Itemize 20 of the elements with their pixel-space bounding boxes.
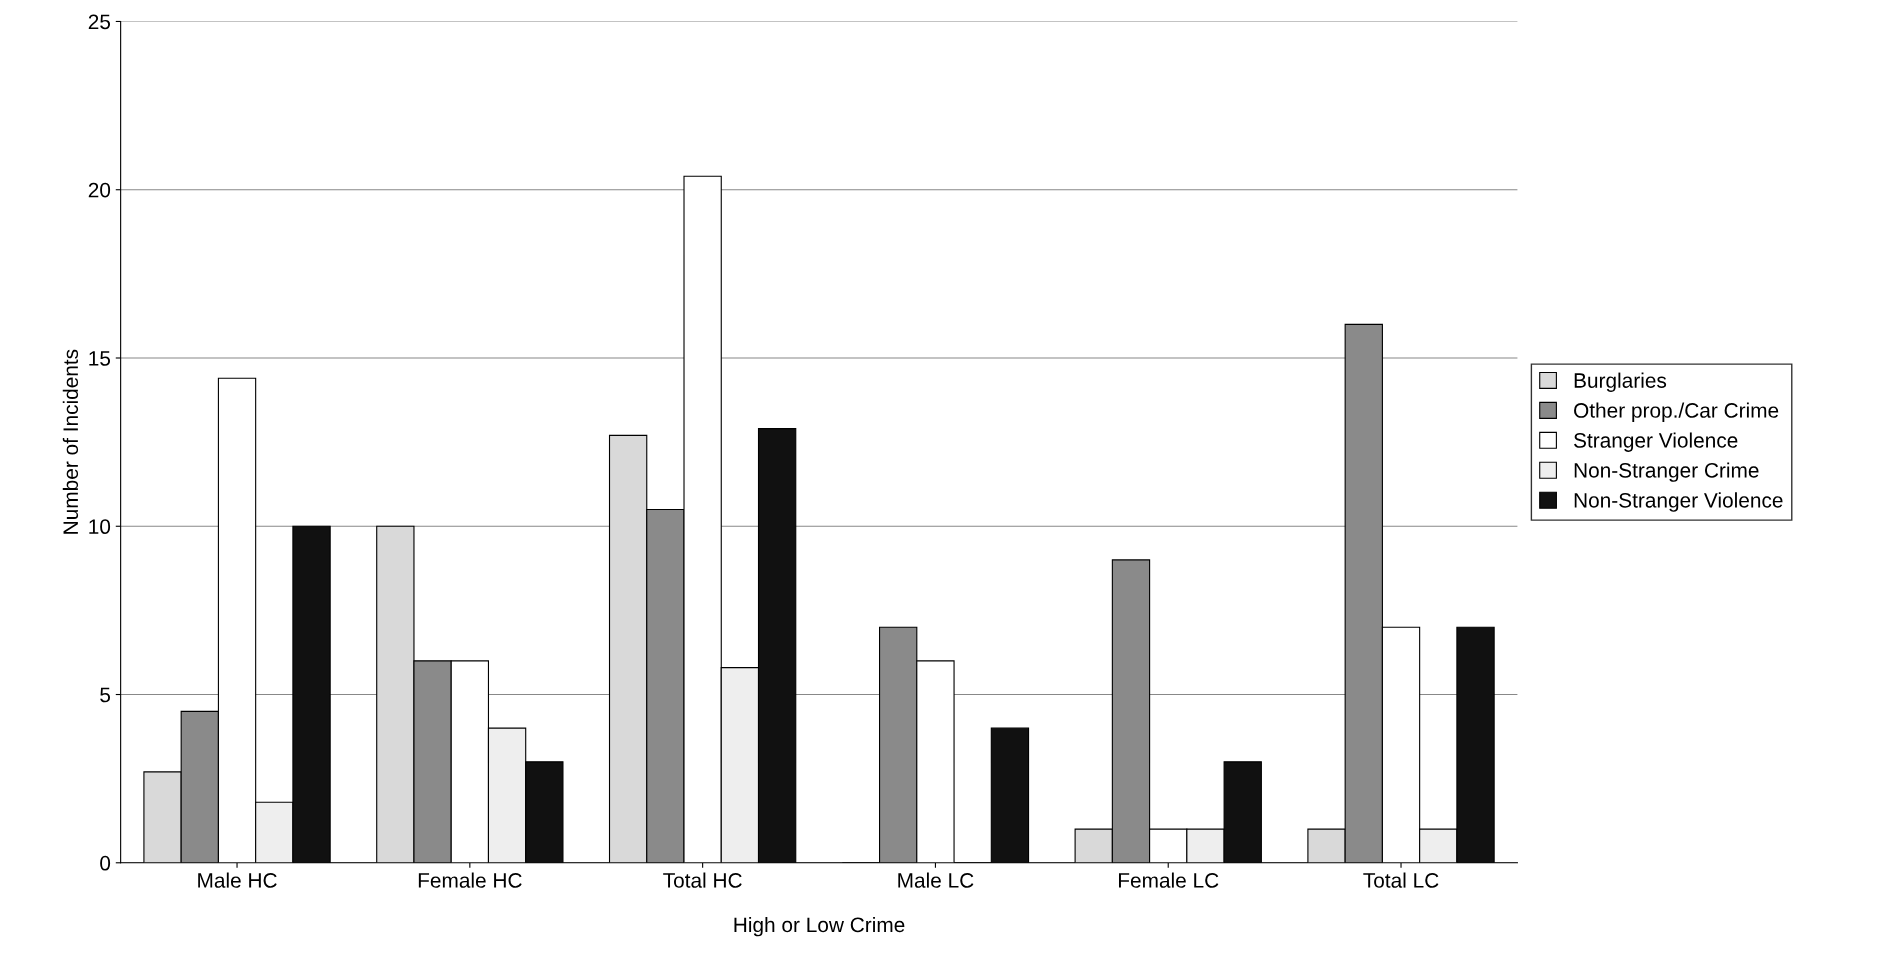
legend-label: Stranger Violence (1574, 432, 1738, 452)
x-tick-label: Male HC (198, 872, 277, 888)
y-tick-label: 15 (89, 351, 111, 366)
legend-label: Non-Stranger Crime (1574, 462, 1759, 482)
y-tick-label: 5 (100, 687, 111, 703)
y-tick-label: 20 (88, 182, 111, 198)
legend-label: Burglaries (1574, 372, 1667, 392)
x-tick-label: Female LC (1119, 872, 1219, 888)
legend-label: Other prop./Car Crime (1574, 402, 1779, 422)
x-tick-label: Total LC (1363, 872, 1439, 888)
x-tick-label: Female HC (418, 872, 522, 888)
y-axis-title: Number of Incidents (62, 349, 79, 534)
x-tick-label: Total HC (663, 872, 742, 888)
bar (990, 727, 1030, 863)
y-tick-label: 10 (89, 519, 111, 535)
x-axis-title: High or Low Crime (734, 916, 905, 937)
y-tick-label: 25 (88, 14, 111, 30)
y-tick-label: 0 (100, 855, 111, 871)
x-tick-label: Male LC (898, 872, 974, 888)
legend-label: Non-Stranger Violence (1574, 492, 1783, 512)
